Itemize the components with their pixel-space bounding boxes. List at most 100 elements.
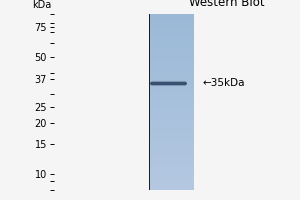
Bar [148, 178, 194, 179]
Bar [148, 65, 194, 66]
Bar [148, 163, 194, 164]
Bar [148, 105, 194, 106]
Bar [148, 133, 194, 134]
Bar [148, 180, 194, 181]
Bar [148, 70, 194, 71]
Bar [148, 142, 194, 143]
Bar [148, 155, 194, 156]
Bar [148, 102, 194, 103]
Bar [148, 132, 194, 133]
Bar [148, 43, 194, 44]
Bar [148, 19, 194, 20]
Bar [148, 137, 194, 138]
Bar [148, 46, 194, 47]
Bar [148, 167, 194, 168]
Bar [148, 22, 194, 23]
Bar [148, 57, 194, 58]
Bar [148, 62, 194, 63]
Bar [148, 35, 194, 36]
Bar [148, 138, 194, 139]
Bar [148, 176, 194, 177]
Bar [148, 114, 194, 115]
Bar [148, 186, 194, 187]
Bar [148, 150, 194, 151]
Text: kDa: kDa [32, 0, 52, 10]
Bar [148, 162, 194, 163]
Bar [148, 95, 194, 96]
Bar [148, 36, 194, 37]
Bar [148, 131, 194, 132]
Bar [148, 145, 194, 146]
Bar [148, 39, 194, 40]
Bar [148, 33, 194, 34]
Bar [148, 119, 194, 120]
Bar [148, 77, 194, 78]
Bar [148, 68, 194, 69]
Bar [148, 21, 194, 22]
Bar [148, 100, 194, 101]
Bar [148, 81, 194, 82]
Bar [148, 173, 194, 174]
Bar [148, 98, 194, 99]
Bar [148, 109, 194, 110]
Bar [148, 14, 194, 15]
Bar [148, 151, 194, 152]
Bar [148, 158, 194, 159]
Bar [148, 121, 194, 122]
Bar [148, 128, 194, 129]
Bar [148, 18, 194, 19]
Bar [148, 144, 194, 145]
Bar [148, 87, 194, 88]
Bar [148, 177, 194, 178]
Text: Western Blot: Western Blot [189, 0, 265, 9]
Text: ←35kDa: ←35kDa [202, 78, 245, 88]
Bar [148, 60, 194, 61]
Bar [148, 157, 194, 158]
Bar [148, 16, 194, 17]
Bar [148, 63, 194, 64]
Bar [148, 85, 194, 86]
Bar [148, 45, 194, 46]
Bar [148, 152, 194, 153]
Bar [148, 91, 194, 92]
Bar [148, 143, 194, 144]
Bar [148, 30, 194, 31]
Bar [148, 185, 194, 186]
Bar [148, 111, 194, 112]
Bar [148, 112, 194, 113]
Bar [148, 42, 194, 43]
Bar [148, 17, 194, 18]
Bar [148, 61, 194, 62]
Bar [148, 79, 194, 80]
Bar [148, 149, 194, 150]
Bar [148, 29, 194, 30]
Bar [148, 174, 194, 175]
Bar [148, 154, 194, 155]
Bar [148, 27, 194, 28]
Bar [148, 117, 194, 118]
Bar [148, 38, 194, 39]
Bar [148, 90, 194, 91]
Bar [148, 171, 194, 172]
Bar [148, 73, 194, 74]
Bar [148, 175, 194, 176]
Bar [148, 64, 194, 65]
Bar [148, 72, 194, 73]
Bar [148, 108, 194, 109]
Bar [148, 66, 194, 67]
Bar [148, 170, 194, 171]
Bar [148, 97, 194, 98]
Bar [148, 69, 194, 70]
Bar [148, 136, 194, 137]
Bar [148, 127, 194, 128]
Bar [148, 48, 194, 49]
Bar [148, 113, 194, 114]
Bar [148, 82, 194, 83]
Bar [148, 135, 194, 136]
Bar [148, 99, 194, 100]
Bar [148, 40, 194, 41]
Bar [148, 84, 194, 85]
Bar [148, 50, 194, 51]
Bar [148, 116, 194, 117]
Bar [148, 134, 194, 135]
